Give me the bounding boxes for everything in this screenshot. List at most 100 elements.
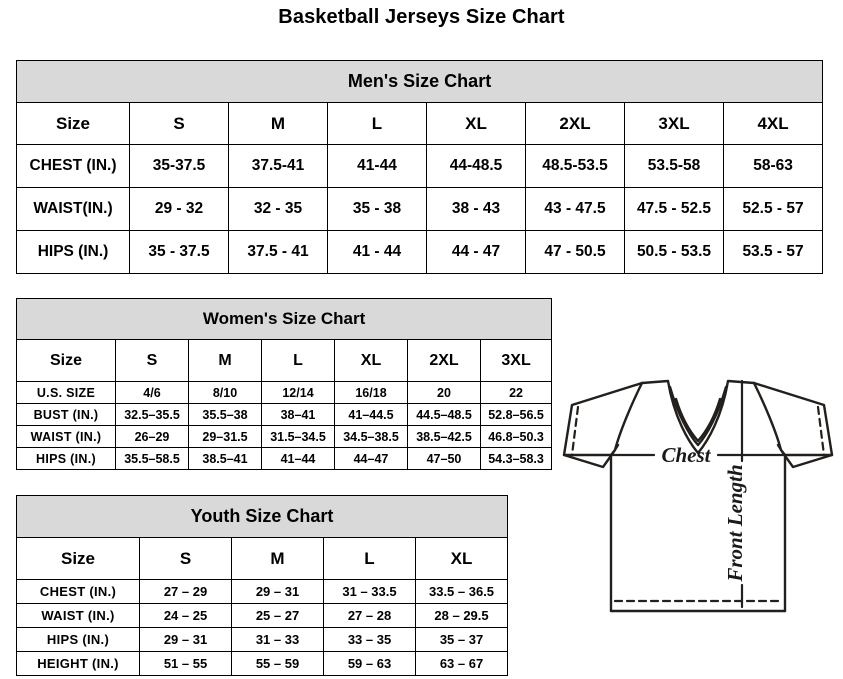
womens-col-l: L: [261, 339, 335, 382]
table-row: CHEST (IN.) 35-37.5 37.5-41 41-44 44-48.…: [16, 144, 824, 188]
womens-col-3xl: 3XL: [479, 339, 553, 382]
womens-row-label-us-size: U.S. SIZE: [16, 381, 116, 404]
youth-hips-xl: 35 – 37: [414, 627, 509, 652]
womens-hips-xl: 44–47: [334, 447, 408, 470]
womens-row-label-waist: WAIST (IN.): [16, 425, 116, 448]
womens-hips-m: 38.5–41: [188, 447, 262, 470]
womens-waist-2xl: 38.5–42.5: [407, 425, 481, 448]
mens-waist-xl: 38 - 43: [426, 187, 526, 231]
youth-height-s: 51 – 55: [139, 651, 232, 676]
youth-waist-m: 25 – 27: [231, 603, 324, 628]
womens-ussize-m: 8/10: [188, 381, 262, 404]
mens-chest-3xl: 53.5-58: [624, 144, 724, 188]
table-row: HIPS (IN.) 29 – 31 31 – 33 33 – 35 35 – …: [16, 627, 509, 652]
mens-hips-4xl: 53.5 - 57: [722, 230, 824, 274]
mens-hips-s: 35 - 37.5: [129, 230, 229, 274]
womens-row-label-bust: BUST (IN.): [16, 403, 116, 426]
youth-hips-l: 33 – 35: [323, 627, 416, 652]
mens-waist-s: 29 - 32: [129, 187, 229, 231]
mens-waist-3xl: 47.5 - 52.5: [624, 187, 724, 231]
youth-chest-l: 31 – 33.5: [323, 579, 416, 604]
womens-col-size: Size: [16, 339, 116, 382]
mens-waist-l: 35 - 38: [327, 187, 427, 231]
mens-col-s: S: [129, 102, 229, 145]
mens-chest-xl: 44-48.5: [426, 144, 526, 188]
youth-waist-xl: 28 – 29.5: [414, 603, 509, 628]
youth-height-xl: 63 – 67: [414, 651, 509, 676]
mens-hips-m: 37.5 - 41: [228, 230, 328, 274]
youth-row-label-chest: CHEST (IN.): [16, 579, 140, 604]
mens-band-row: Men's Size Chart: [15, 60, 824, 103]
chest-measure-label: Chest: [661, 443, 711, 467]
mens-band-title: Men's Size Chart: [15, 60, 824, 103]
table-row: HIPS (IN.) 35 - 37.5 37.5 - 41 41 - 44 4…: [16, 230, 824, 274]
youth-chest-m: 29 – 31: [231, 579, 324, 604]
womens-bust-m: 35.5–38: [188, 403, 262, 426]
youth-height-m: 55 – 59: [231, 651, 324, 676]
womens-waist-3xl: 46.8–50.3: [479, 425, 553, 448]
womens-waist-m: 29–31.5: [188, 425, 262, 448]
mens-col-3xl: 3XL: [624, 102, 724, 145]
table-row: WAIST (IN.) 26–29 29–31.5 31.5–34.5 34.5…: [16, 425, 553, 448]
youth-band-title: Youth Size Chart: [15, 495, 509, 538]
youth-header-row: Size S M L XL: [16, 537, 509, 580]
mens-chest-s: 35-37.5: [129, 144, 229, 188]
table-row: WAIST(IN.) 29 - 32 32 - 35 35 - 38 38 - …: [16, 187, 824, 231]
table-row: BUST (IN.) 32.5–35.5 35.5–38 38–41 41–44…: [16, 403, 553, 426]
womens-row-label-hips: HIPS (IN.): [16, 447, 116, 470]
right-cuff-dashed-line: [816, 405, 826, 457]
youth-band-row: Youth Size Chart: [15, 495, 509, 538]
womens-col-2xl: 2XL: [407, 339, 481, 382]
mens-col-size: Size: [16, 102, 130, 145]
youth-col-size: Size: [16, 537, 140, 580]
mens-hips-l: 41 - 44: [327, 230, 427, 274]
youth-hips-m: 31 – 33: [231, 627, 324, 652]
mens-col-xl: XL: [426, 102, 526, 145]
womens-band-row: Women's Size Chart: [15, 298, 553, 340]
youth-row-label-height: HEIGHT (IN.): [16, 651, 140, 676]
left-shoulder-seam: [609, 381, 644, 457]
mens-chest-l: 41-44: [327, 144, 427, 188]
womens-header-row: Size S M L XL 2XL 3XL: [16, 339, 553, 382]
womens-hips-l: 41–44: [261, 447, 335, 470]
womens-col-s: S: [115, 339, 189, 382]
collar-outer: [640, 379, 756, 455]
left-cuff-dashed-line: [570, 405, 580, 457]
table-row: WAIST (IN.) 24 – 25 25 – 27 27 – 28 28 –…: [16, 603, 509, 628]
womens-ussize-l: 12/14: [261, 381, 335, 404]
mens-header-row: Size S M L XL 2XL 3XL 4XL: [16, 102, 824, 145]
womens-bust-xl: 41–44.5: [334, 403, 408, 426]
table-row: HEIGHT (IN.) 51 – 55 55 – 59 59 – 63 63 …: [16, 651, 509, 676]
youth-row-label-waist: WAIST (IN.): [16, 603, 140, 628]
youth-size-chart-table: Youth Size Chart Size S M L XL CHEST (IN…: [15, 495, 509, 676]
youth-col-m: M: [231, 537, 324, 580]
womens-ussize-3xl: 22: [479, 381, 553, 404]
youth-waist-l: 27 – 28: [323, 603, 416, 628]
mens-col-2xl: 2XL: [525, 102, 625, 145]
mens-row-label-hips: HIPS (IN.): [16, 230, 130, 274]
youth-waist-s: 24 – 25: [139, 603, 232, 628]
womens-col-m: M: [188, 339, 262, 382]
mens-chest-4xl: 58-63: [722, 144, 824, 188]
mens-waist-2xl: 43 - 47.5: [525, 187, 625, 231]
womens-bust-s: 32.5–35.5: [115, 403, 189, 426]
womens-ussize-2xl: 20: [407, 381, 481, 404]
mens-waist-4xl: 52.5 - 57: [722, 187, 824, 231]
youth-hips-s: 29 – 31: [139, 627, 232, 652]
mens-size-chart-table: Men's Size Chart Size S M L XL 2XL 3XL 4…: [15, 60, 824, 274]
womens-waist-xl: 34.5–38.5: [334, 425, 408, 448]
table-row: HIPS (IN.) 35.5–58.5 38.5–41 41–44 44–47…: [16, 447, 553, 470]
mens-col-4xl: 4XL: [722, 102, 824, 145]
right-shoulder-seam: [752, 381, 787, 457]
womens-bust-l: 38–41: [261, 403, 335, 426]
collar-inner-2: [674, 397, 722, 443]
mens-col-l: L: [327, 102, 427, 145]
youth-chest-xl: 33.5 – 36.5: [414, 579, 509, 604]
mens-hips-2xl: 47 - 50.5: [525, 230, 625, 274]
womens-band-title: Women's Size Chart: [15, 298, 553, 340]
page-title: Basketball Jerseys Size Chart: [278, 6, 565, 28]
front-length-measure-label: Front Length: [723, 464, 747, 582]
youth-height-l: 59 – 63: [323, 651, 416, 676]
youth-col-l: L: [323, 537, 416, 580]
